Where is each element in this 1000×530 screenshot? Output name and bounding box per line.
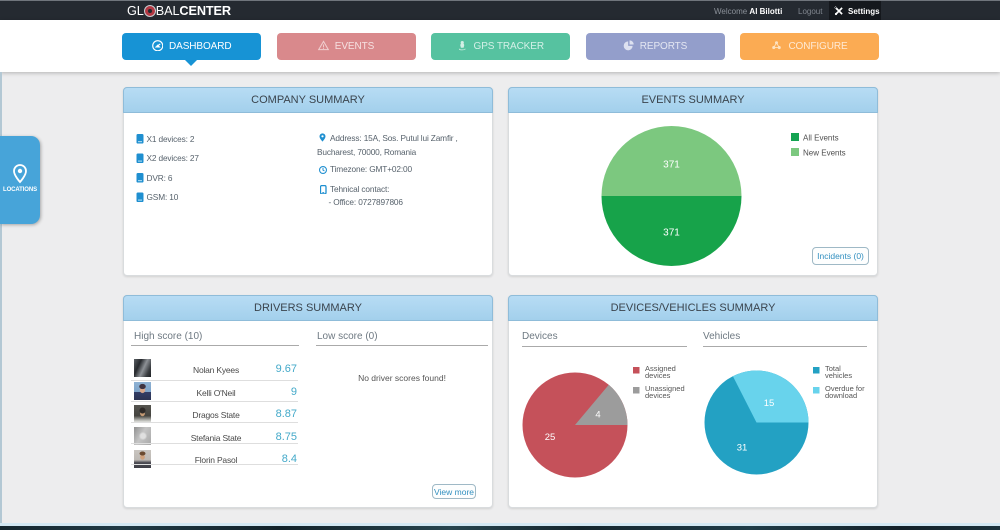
- svg-text:devices: devices: [645, 391, 671, 400]
- svg-text:Assigned: Assigned: [645, 364, 676, 373]
- svg-text:371: 371: [663, 160, 680, 171]
- svg-text:download: download: [825, 391, 857, 400]
- svg-text:New Events: New Events: [803, 149, 846, 158]
- svg-text:Overdue for: Overdue for: [825, 384, 865, 393]
- svg-text:Unassigned: Unassigned: [645, 384, 685, 393]
- svg-text:devices: devices: [645, 371, 671, 380]
- svg-text:4: 4: [595, 410, 600, 421]
- svg-text:25: 25: [545, 432, 556, 443]
- svg-text:All Events: All Events: [803, 134, 839, 143]
- svg-text:vehicles: vehicles: [825, 371, 852, 380]
- svg-text:Total: Total: [825, 364, 841, 373]
- svg-text:15: 15: [764, 398, 775, 409]
- svg-text:31: 31: [737, 443, 748, 454]
- svg-text:371: 371: [663, 228, 680, 239]
